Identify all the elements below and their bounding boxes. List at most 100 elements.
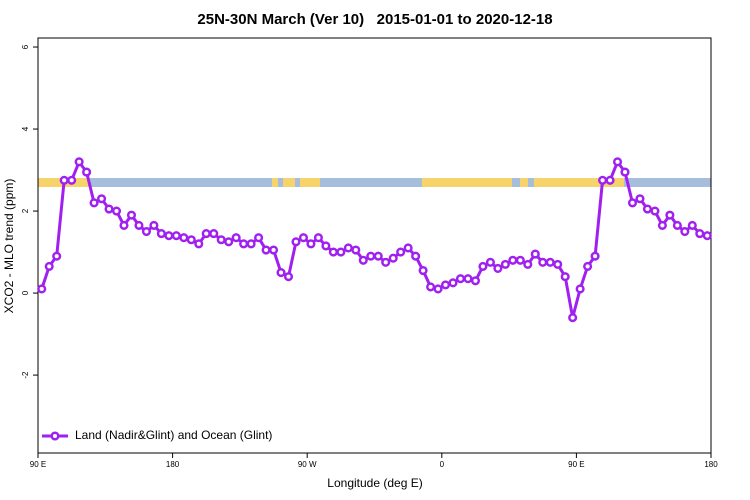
data-point bbox=[246, 239, 256, 249]
data-point bbox=[37, 284, 47, 294]
data-point bbox=[313, 233, 323, 243]
x-tick-label: 90 E bbox=[568, 460, 584, 469]
data-point bbox=[680, 227, 690, 237]
data-point bbox=[201, 229, 211, 239]
legend-label: Land (Nadir&Glint) and Ocean (Glint) bbox=[75, 428, 272, 442]
data-point bbox=[373, 251, 383, 261]
data-point bbox=[97, 194, 107, 204]
data-point bbox=[74, 157, 84, 167]
data-point bbox=[216, 235, 226, 245]
data-point bbox=[52, 251, 62, 261]
data-point bbox=[231, 233, 241, 243]
data-point bbox=[134, 220, 144, 230]
data-point bbox=[171, 231, 181, 241]
data-point bbox=[448, 278, 458, 288]
data-point bbox=[620, 167, 630, 177]
data-point bbox=[111, 206, 122, 216]
data-point bbox=[328, 247, 338, 257]
data-point bbox=[126, 210, 137, 220]
land-band bbox=[534, 178, 624, 187]
data-point bbox=[403, 243, 413, 253]
x-tick-label: 180 bbox=[166, 460, 180, 469]
land-band bbox=[422, 178, 512, 187]
data-point bbox=[575, 284, 585, 294]
data-point bbox=[396, 247, 406, 257]
y-tick-label: 2 bbox=[21, 208, 30, 213]
data-point bbox=[224, 237, 234, 247]
data-point bbox=[665, 210, 675, 220]
data-point bbox=[254, 233, 264, 243]
data-point bbox=[298, 233, 309, 243]
data-point bbox=[179, 233, 189, 243]
data-point bbox=[306, 239, 316, 249]
data-point bbox=[426, 282, 436, 292]
data-point bbox=[261, 245, 271, 255]
data-point bbox=[612, 157, 623, 167]
data-point bbox=[283, 272, 294, 282]
x-axis-label: Longitude (deg E) bbox=[327, 476, 422, 490]
data-point bbox=[508, 255, 518, 265]
data-point bbox=[530, 249, 540, 259]
land-band bbox=[300, 178, 320, 187]
data-point bbox=[553, 259, 563, 269]
y-tick-label: 0 bbox=[21, 290, 30, 295]
data-point bbox=[149, 220, 159, 230]
chart-title: 25N-30N March (Ver 10) 2015-01-01 to 202… bbox=[197, 11, 552, 28]
data-point bbox=[470, 276, 481, 286]
data-point bbox=[478, 261, 488, 271]
y-tick-label: -2 bbox=[21, 371, 30, 379]
data-point bbox=[291, 237, 301, 247]
data-point bbox=[493, 263, 503, 274]
data-point bbox=[568, 313, 578, 323]
data-point bbox=[209, 229, 219, 239]
data-point bbox=[366, 251, 376, 261]
land-band bbox=[520, 178, 528, 187]
data-point bbox=[672, 220, 682, 230]
x-tick-label: 90 E bbox=[30, 460, 46, 469]
data-point bbox=[276, 268, 286, 278]
data-point bbox=[650, 206, 660, 216]
ocean-band bbox=[38, 178, 711, 187]
data-point bbox=[657, 220, 667, 230]
data-point bbox=[67, 175, 77, 185]
data-point bbox=[695, 229, 705, 239]
data-point bbox=[388, 253, 398, 263]
data-point bbox=[381, 257, 391, 267]
data-point bbox=[343, 243, 353, 253]
data-point bbox=[598, 175, 608, 185]
data-point bbox=[590, 251, 600, 261]
y-tick-label: 4 bbox=[21, 126, 30, 131]
data-point bbox=[687, 220, 697, 230]
data-point bbox=[440, 280, 451, 290]
data-point bbox=[485, 257, 495, 267]
y-axis-label: XCO2 - MLO trend (ppm) bbox=[2, 179, 16, 314]
data-point bbox=[186, 235, 196, 245]
data-point bbox=[627, 198, 638, 208]
data-point bbox=[418, 265, 428, 276]
data-point bbox=[239, 239, 249, 249]
plot-frame bbox=[37, 37, 712, 454]
data-point bbox=[141, 227, 151, 237]
x-tick-label: 90 W bbox=[298, 460, 317, 469]
data-point bbox=[321, 241, 331, 251]
data-point bbox=[463, 274, 473, 284]
data-point bbox=[605, 175, 615, 185]
data-point bbox=[411, 251, 421, 261]
data-point bbox=[635, 194, 645, 204]
data-point bbox=[336, 247, 346, 257]
data-point bbox=[156, 229, 166, 239]
data-point bbox=[515, 255, 525, 265]
data-point bbox=[269, 245, 279, 255]
data-point bbox=[560, 272, 570, 282]
data-point bbox=[538, 257, 548, 267]
data-point bbox=[702, 231, 712, 241]
data-point bbox=[59, 175, 69, 185]
legend-marker bbox=[50, 431, 60, 441]
data-point bbox=[358, 255, 368, 265]
data-point bbox=[455, 274, 466, 284]
data-point bbox=[583, 261, 593, 271]
data-point bbox=[164, 231, 174, 241]
data-point bbox=[545, 257, 555, 267]
data-point bbox=[119, 220, 129, 230]
